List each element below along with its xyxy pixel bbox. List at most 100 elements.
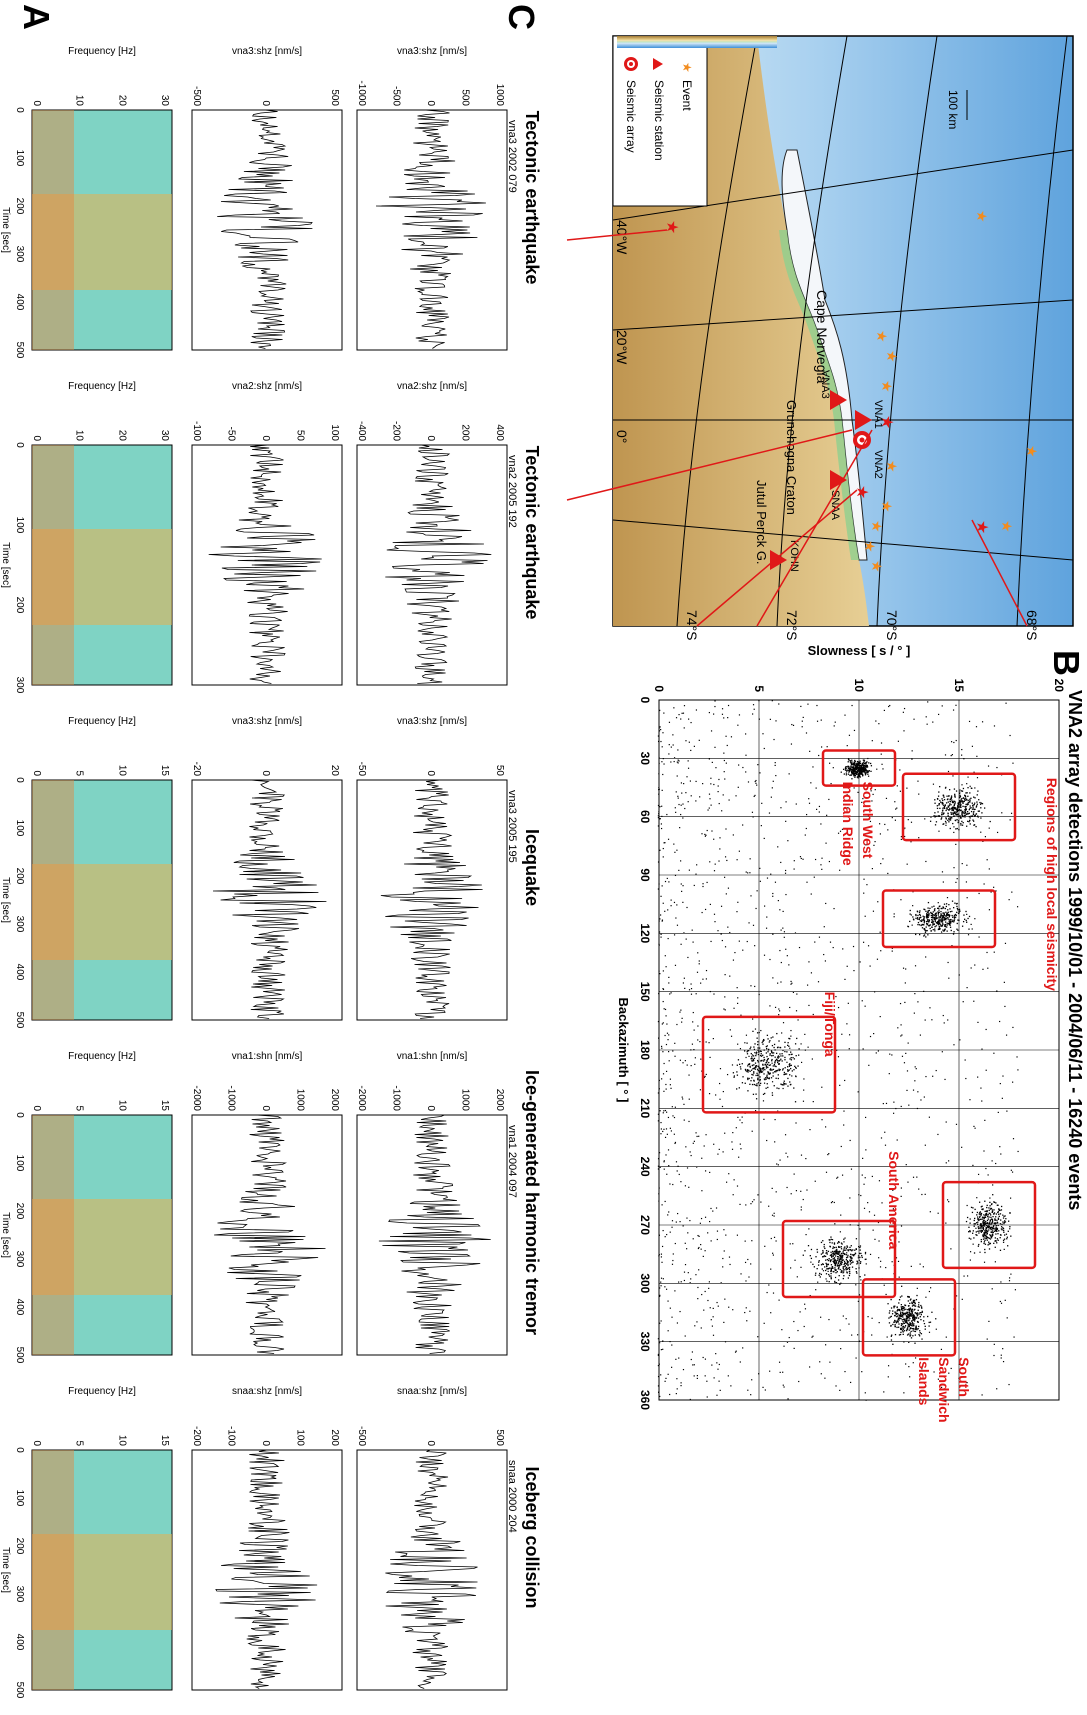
chartB-point (944, 923, 947, 926)
chartB-point (661, 761, 663, 763)
chartB-point (852, 770, 854, 773)
chartB-point (845, 1266, 848, 1269)
chartB-point (821, 868, 823, 870)
chartB-point (762, 1054, 764, 1056)
chartB-point (688, 869, 690, 871)
chartB-point (769, 958, 771, 961)
chartB-point (690, 749, 692, 752)
chartB-point (828, 1273, 830, 1276)
chartB-point (949, 911, 952, 913)
chartB-point (932, 929, 934, 931)
chartB-point (993, 886, 995, 888)
chartB-point (678, 869, 680, 871)
chartB-point (828, 1153, 830, 1155)
chartB-point (912, 1176, 915, 1178)
panelC-waveform (385, 1449, 478, 1689)
chartB-point (756, 890, 758, 892)
chartB-point (790, 1035, 792, 1037)
chartB-point (792, 991, 795, 994)
chartB-point (956, 907, 959, 910)
chartB-point (777, 982, 779, 984)
chartB-point (800, 1043, 802, 1045)
chartB-point (959, 791, 961, 793)
chartB-point (877, 1050, 879, 1052)
chartB-point (858, 1259, 860, 1262)
chartB-point (746, 1069, 749, 1071)
chartB-point (911, 1312, 913, 1314)
chartB-point (757, 1077, 759, 1079)
chartB-point (770, 1050, 773, 1052)
chartB-point (762, 1386, 764, 1388)
chartB-point (784, 1041, 786, 1044)
chartB-point (851, 763, 853, 766)
chartB-point (788, 773, 790, 775)
chartB-point (849, 1255, 851, 1258)
chartB-point (708, 1029, 710, 1031)
chartB-point (850, 1168, 853, 1170)
chartB-point (682, 1368, 685, 1371)
chartB-point (904, 835, 906, 838)
chartB-point (911, 1320, 913, 1322)
chartB-point (823, 1246, 825, 1248)
chartB-point (723, 752, 725, 754)
chartB-point (898, 1309, 901, 1312)
chartB-point (785, 948, 787, 950)
chartB-point (899, 1312, 902, 1315)
chartB-point (904, 1320, 906, 1323)
chartB-point (769, 1005, 771, 1007)
chartB-point (780, 1058, 782, 1060)
chartB-point (909, 1307, 911, 1309)
chartB-point (954, 819, 957, 822)
chartB-point (751, 1379, 753, 1381)
chartB-point (836, 1049, 838, 1051)
chartB-point (771, 1081, 774, 1083)
chartB-point (809, 1129, 811, 1131)
chartB-point (835, 1385, 837, 1387)
chartB-point (981, 812, 983, 814)
chartB-point (940, 925, 942, 927)
chartB-point (1000, 1354, 1002, 1356)
chartB-point (772, 1075, 774, 1077)
chartB-point (904, 1312, 906, 1314)
chartB-point (898, 1314, 900, 1316)
chartB-point (966, 913, 968, 915)
chartB-point (925, 716, 927, 718)
chartB-point (728, 799, 730, 801)
chartB-point (709, 903, 711, 906)
chartB-point (909, 1334, 911, 1336)
chartB-point (1003, 1248, 1005, 1250)
chartB-point (971, 928, 973, 930)
chartB-point (669, 1307, 671, 1309)
chartB-point (882, 858, 884, 860)
chartB-point (752, 1068, 754, 1070)
chartB-point (921, 1338, 923, 1340)
chartB-point (895, 1320, 897, 1322)
chartB-point (790, 1193, 792, 1195)
chartB-point (887, 1303, 889, 1305)
chartB-point (830, 1270, 832, 1273)
chartB-point (947, 918, 949, 920)
chartB-point (662, 856, 664, 858)
chartB-point (896, 785, 898, 787)
chartB-point (851, 1266, 854, 1268)
chartB-point (706, 1380, 708, 1382)
chartB-point (808, 961, 810, 963)
chartB-xtick: 210 (638, 1098, 652, 1118)
chartB-point (858, 1194, 860, 1196)
chartB-point (973, 1125, 975, 1128)
chartB-point (997, 1204, 999, 1206)
chartB-point (772, 977, 774, 979)
chartB-point (851, 769, 854, 771)
chartB-point (752, 1058, 754, 1060)
chartB-point (896, 807, 898, 809)
chartB-point (726, 1181, 728, 1183)
chartB-point (783, 1080, 785, 1082)
chartB-point (973, 1223, 975, 1225)
chartB-point (731, 1064, 734, 1066)
chartB-point (892, 1189, 894, 1191)
chartB-point (662, 847, 664, 850)
chartB-point (984, 1210, 986, 1213)
chartB-point (918, 1301, 920, 1304)
chartB-point (986, 1231, 988, 1233)
chartB-point (859, 764, 861, 767)
